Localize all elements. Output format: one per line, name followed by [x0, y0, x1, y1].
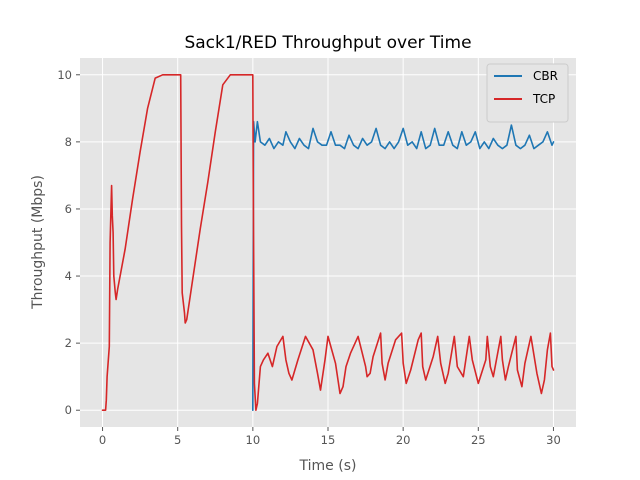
legend-label-tcp: TCP: [532, 92, 555, 106]
y-tick-label: 8: [65, 135, 72, 149]
x-tick-label: 0: [99, 433, 106, 447]
y-tick-label: 0: [65, 403, 72, 417]
y-axis-ticks: 0 2 4 6 8 10: [57, 68, 80, 417]
x-tick-label: 30: [546, 433, 561, 447]
y-tick-label: 6: [65, 202, 72, 216]
legend-label-cbr: CBR: [533, 69, 558, 83]
x-axis-ticks: 0 5 10 15 20 25 30: [99, 427, 561, 447]
series-line-tcp: [101, 74, 555, 412]
x-tick-label: 10: [246, 433, 261, 447]
legend: CBR TCP: [486, 63, 569, 123]
x-axis-label: Time (s): [299, 458, 357, 474]
y-tick-label: 4: [65, 269, 72, 283]
y-tick-label: 2: [65, 336, 72, 350]
x-tick-label: 15: [321, 433, 336, 447]
series-lines: [101, 74, 555, 412]
y-axis-label: Throughput (Mbps): [30, 175, 46, 310]
legend-box: [486, 63, 569, 123]
chart-title: Sack1/RED Throughput over Time: [184, 33, 471, 53]
x-tick-label: 25: [471, 433, 486, 447]
y-tick-label: 10: [57, 68, 72, 82]
x-tick-label: 5: [174, 433, 181, 447]
series-line-cbr: [252, 120, 555, 412]
x-tick-label: 20: [396, 433, 411, 447]
